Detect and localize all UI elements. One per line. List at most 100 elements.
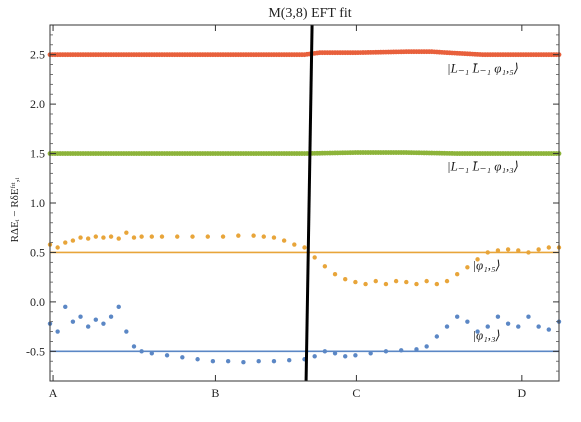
data-point xyxy=(353,279,358,285)
data-point xyxy=(475,257,480,262)
data-point xyxy=(343,354,348,359)
data-point xyxy=(373,278,378,284)
data-point xyxy=(271,235,277,240)
y-tick-label: 2.0 xyxy=(30,97,45,111)
series-label-1: |L₋₁ L̄₋₁ φ₁,₃⟩ xyxy=(447,158,519,173)
data-point xyxy=(149,234,154,239)
data-point xyxy=(302,245,307,250)
data-point xyxy=(180,355,185,360)
data-point xyxy=(536,324,541,329)
y-tick-label: 0.0 xyxy=(30,295,45,309)
data-point xyxy=(139,349,144,354)
data-point xyxy=(505,321,511,326)
data-point xyxy=(287,358,292,363)
data-point xyxy=(536,247,541,252)
data-point xyxy=(414,281,419,287)
data-point xyxy=(505,247,511,252)
data-point xyxy=(101,235,106,240)
data-point xyxy=(220,234,226,239)
data-point xyxy=(368,351,373,356)
data-point xyxy=(131,344,137,349)
data-point xyxy=(256,359,261,364)
vertical-marker-line xyxy=(304,24,314,382)
axis-ticks: -0.5 0.0 0.5 1.0 1.5 2.0 2.5 A B C D xyxy=(26,25,559,400)
data-point xyxy=(455,314,460,319)
data-point xyxy=(195,357,200,362)
data-point xyxy=(139,234,144,239)
chart-title: M(3,8) EFT fit xyxy=(268,6,351,21)
data-point xyxy=(485,250,490,255)
data-point xyxy=(292,242,297,247)
data-point xyxy=(353,353,358,358)
data-point xyxy=(332,272,338,277)
data-point xyxy=(495,248,501,253)
data-point xyxy=(85,236,91,241)
data-point xyxy=(516,248,521,253)
data-point xyxy=(251,233,256,238)
data-point xyxy=(526,250,531,255)
data-point xyxy=(312,255,317,260)
series-2 xyxy=(47,230,562,287)
data-point xyxy=(546,245,552,250)
data-point xyxy=(149,351,154,356)
data-point xyxy=(205,234,210,239)
vertical-marker xyxy=(304,24,314,382)
data-point xyxy=(424,278,429,284)
data-point xyxy=(93,234,99,239)
data-point xyxy=(281,238,287,243)
data-point xyxy=(343,276,348,282)
series-1 xyxy=(47,150,562,156)
data-point xyxy=(271,359,277,364)
data-point xyxy=(116,304,121,310)
data-point xyxy=(93,317,99,322)
data-point xyxy=(399,348,404,353)
data-point xyxy=(159,234,165,239)
data-point xyxy=(55,245,60,250)
data-point xyxy=(332,351,338,356)
data-point xyxy=(322,349,328,354)
data-point xyxy=(116,236,121,241)
x-tick-label: B xyxy=(211,386,219,400)
series-3 xyxy=(47,304,562,365)
x-tick-label: D xyxy=(518,386,527,400)
reference-lines xyxy=(50,251,559,353)
y-tick-label: -0.5 xyxy=(26,344,45,358)
data-point xyxy=(236,233,241,238)
data-point xyxy=(131,235,137,240)
data-point xyxy=(70,319,76,324)
data-point xyxy=(175,234,180,239)
data-point xyxy=(485,324,490,329)
data-point xyxy=(465,265,470,270)
data-point xyxy=(526,314,531,319)
y-tick-label: 1.5 xyxy=(30,147,45,161)
data-point xyxy=(424,344,429,349)
data-point xyxy=(108,234,114,239)
data-point xyxy=(78,314,83,319)
x-tick-label: C xyxy=(352,386,360,400)
series-label-0: |L₋₁ L̄₋₁ φ₁,₅⟩ xyxy=(447,60,519,75)
y-tick-label: 2.5 xyxy=(30,48,45,62)
data-point xyxy=(546,327,552,332)
data-point xyxy=(414,347,419,352)
data-point xyxy=(393,278,399,284)
data-point xyxy=(444,278,450,284)
y-tick-label: 0.5 xyxy=(30,245,45,259)
series-label-2: |φ₁,₅⟩ xyxy=(472,257,500,272)
data-point xyxy=(404,279,409,285)
data-point xyxy=(312,354,317,359)
data-point xyxy=(225,359,231,364)
series-labels: |L₋₁ L̄₋₁ φ₁,₅⟩ |L₋₁ L̄₋₁ φ₁,₃⟩ |φ₁,₅⟩ |φ₁,… xyxy=(447,60,519,342)
data-point xyxy=(444,324,450,329)
data-point xyxy=(124,230,129,235)
data-point xyxy=(190,234,195,239)
data-point xyxy=(383,281,389,287)
data-point xyxy=(495,314,501,319)
y-axis-label: RΔEᵢ − RδEᶠᶦᵗ,ᵢ xyxy=(9,177,21,242)
data-point xyxy=(164,353,170,358)
series-label-3: |φ₁,₃⟩ xyxy=(472,327,500,342)
data-point xyxy=(63,240,68,245)
data-point xyxy=(63,304,68,310)
data-point xyxy=(101,321,106,326)
data-point xyxy=(475,329,480,334)
